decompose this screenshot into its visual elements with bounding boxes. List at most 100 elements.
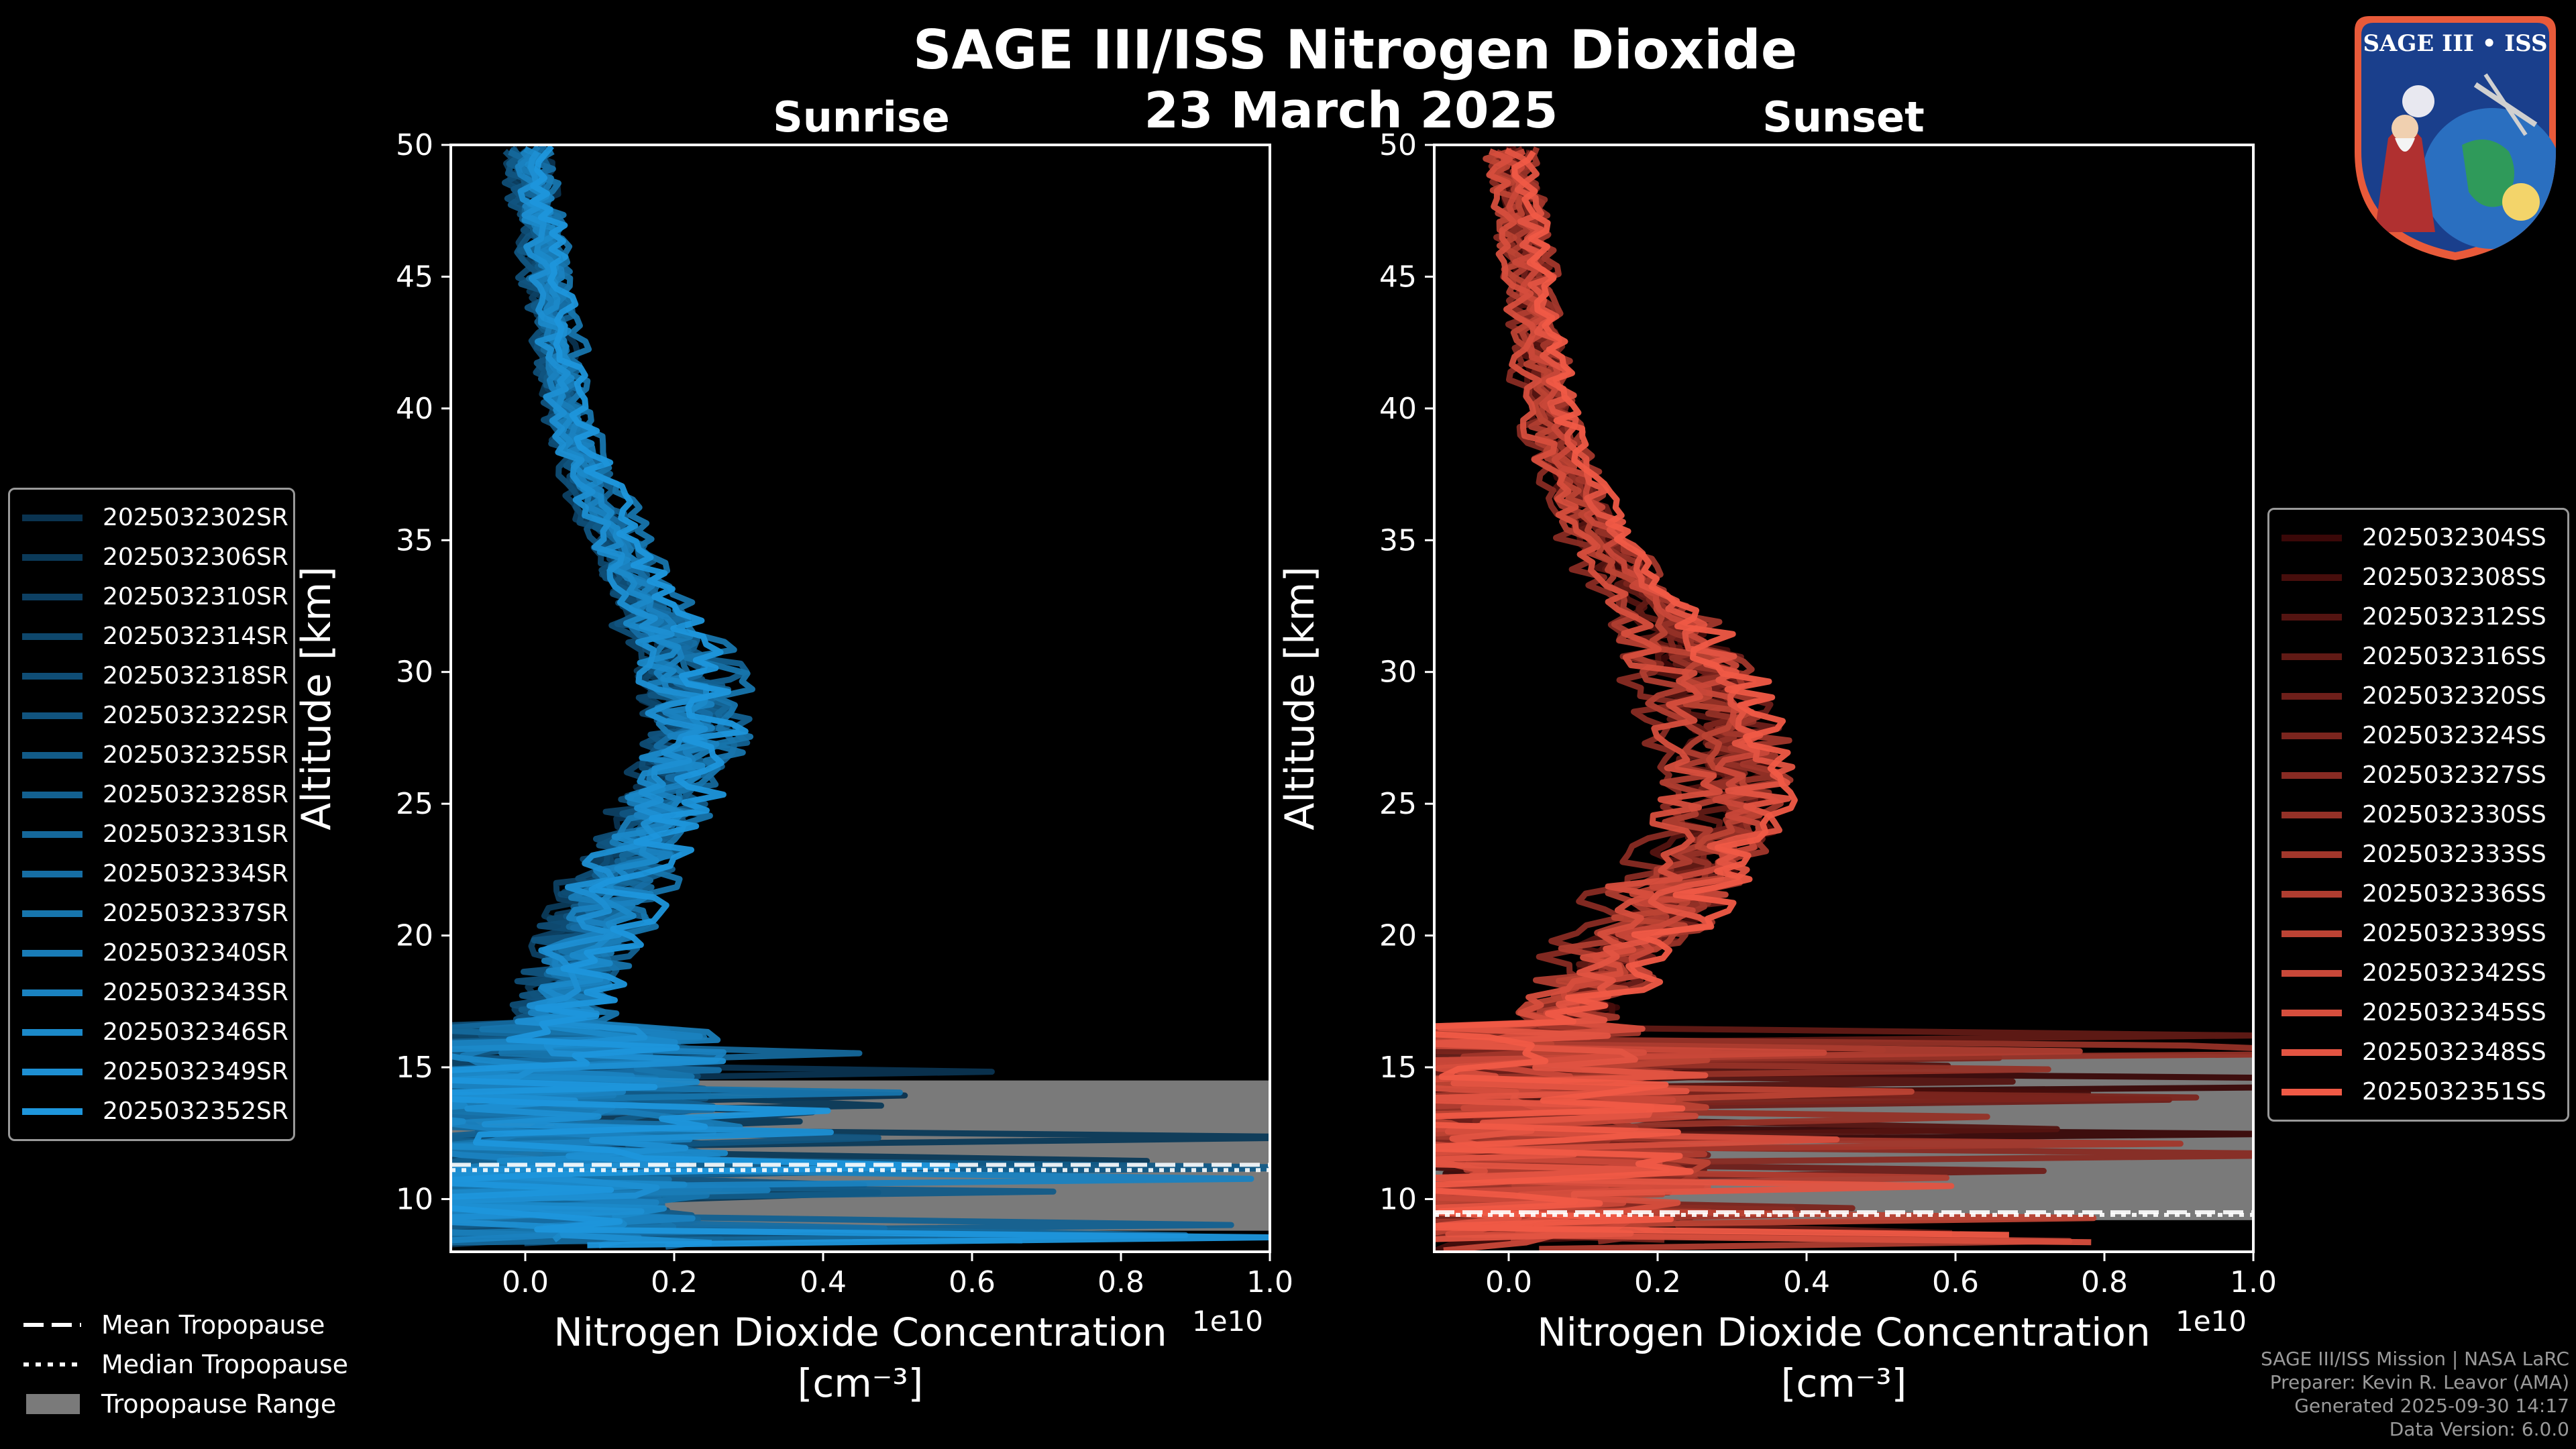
legend-label: 2025032348SS bbox=[2362, 1038, 2546, 1066]
legend-label: 2025032349SR bbox=[103, 1058, 288, 1085]
sunrise-legend-entry: 2025032310SR bbox=[22, 577, 288, 616]
y-axis-label: Altitude [km] bbox=[1277, 566, 1324, 830]
legend-label: 2025032304SS bbox=[2362, 524, 2546, 551]
x-tick-label: 0.8 bbox=[1097, 1265, 1144, 1299]
legend-line-swatch bbox=[22, 712, 83, 719]
legend-label: 2025032340SR bbox=[103, 939, 288, 967]
median-tropopause-entry: Median Tropopause bbox=[23, 1344, 348, 1384]
legend-line-swatch bbox=[22, 1108, 83, 1115]
x-axis-label: Nitrogen Dioxide Concentration bbox=[1537, 1309, 2150, 1355]
profile-2025032337SR bbox=[451, 149, 903, 1236]
y-tick-label: 50 bbox=[1379, 128, 1417, 162]
legend-line-swatch bbox=[2282, 851, 2342, 858]
legend-label: 2025032342SS bbox=[2362, 959, 2546, 987]
y-axis-label: Altitude [km] bbox=[293, 566, 340, 830]
sunset-legend-entry: 2025032304SS bbox=[2282, 518, 2555, 557]
legend-label: 2025032346SR bbox=[103, 1018, 288, 1046]
y-tick-label: 45 bbox=[1379, 260, 1417, 294]
legend-label: 2025032322SR bbox=[103, 702, 288, 729]
y-tick-label: 45 bbox=[396, 260, 433, 294]
y-tick-label: 50 bbox=[396, 128, 433, 162]
legend-line-swatch bbox=[2282, 1088, 2342, 1095]
legend-label: 2025032310SR bbox=[103, 583, 288, 610]
sunset-legend-entry: 2025032351SS bbox=[2282, 1072, 2555, 1112]
sunrise-legend-entry: 2025032306SR bbox=[22, 537, 288, 577]
x-axis-label: Nitrogen Dioxide Concentration bbox=[553, 1309, 1167, 1355]
sunset-legend-entry: 2025032308SS bbox=[2282, 557, 2555, 597]
profile-lines bbox=[451, 145, 1270, 1250]
sunset-legend-entry: 2025032336SS bbox=[2282, 874, 2555, 914]
sunrise-legend-entry: 2025032322SR bbox=[22, 696, 288, 735]
x-tick-label: 0.8 bbox=[2081, 1265, 2128, 1299]
legend-line-swatch bbox=[22, 751, 83, 759]
legend-label: 2025032314SR bbox=[103, 623, 288, 650]
legend-line-swatch bbox=[2282, 1049, 2342, 1056]
sunrise-legend-entry: 2025032343SR bbox=[22, 973, 288, 1012]
gray-box-icon bbox=[23, 1393, 81, 1414]
y-tick-label: 40 bbox=[1379, 392, 1417, 426]
sunrise-panel-title: Sunrise bbox=[773, 93, 950, 142]
panel-sunset: 10 15 20 25 30 35 40 45 50 0.0 0.2 0.4 0.6 0.8 1.0 1e10… bbox=[1277, 128, 2277, 1406]
sunset-legend-entry: 2025032320SS bbox=[2282, 676, 2555, 716]
sunset-legend-entry: 2025032342SS bbox=[2282, 953, 2555, 993]
legend-line-swatch bbox=[22, 633, 83, 640]
sunset-legend-entry: 2025032345SS bbox=[2282, 993, 2555, 1032]
legend-line-swatch bbox=[2282, 890, 2342, 898]
legend-label: 2025032306SR bbox=[103, 543, 288, 571]
legend-label: 2025032325SR bbox=[103, 741, 288, 769]
sunrise-legend-entry: 2025032340SR bbox=[22, 933, 288, 973]
mean-tropopause-label: Mean Tropopause bbox=[101, 1309, 325, 1340]
profile-2025032352SR bbox=[451, 145, 1270, 1248]
y-tick-label: 35 bbox=[1379, 523, 1417, 557]
credit-mission: SAGE III/ISS Mission | NASA LaRC bbox=[2261, 1348, 2569, 1370]
legend-line-swatch bbox=[22, 870, 83, 877]
legend-label: 2025032308SS bbox=[2362, 564, 2546, 591]
y-tick-label: 30 bbox=[396, 655, 433, 690]
sunset-legend-entry: 2025032339SS bbox=[2282, 914, 2555, 953]
legend-label: 2025032337SR bbox=[103, 900, 288, 927]
legend-line-swatch bbox=[2282, 534, 2342, 541]
sunrise-legend-entry: 2025032346SR bbox=[22, 1012, 288, 1052]
y-tick-label: 20 bbox=[396, 919, 433, 953]
y-tick-label: 25 bbox=[1379, 787, 1417, 821]
legend-label: 2025032318SR bbox=[103, 662, 288, 690]
x-tick-label: 1.0 bbox=[2230, 1265, 2277, 1299]
legend-label: 2025032345SS bbox=[2362, 999, 2546, 1026]
profile-2025032345SS bbox=[1434, 148, 2092, 1246]
x-tick-label: 0.2 bbox=[1634, 1265, 1681, 1299]
sunrise-legend-entry: 2025032349SR bbox=[22, 1052, 288, 1091]
legend-label: 2025032328SR bbox=[103, 781, 288, 808]
tropopause-legend: Mean Tropopause Median Tropopause Tropop… bbox=[23, 1305, 348, 1424]
legend-label: 2025032330SS bbox=[2362, 801, 2546, 828]
legend-line-swatch bbox=[22, 593, 83, 600]
legend-label: 2025032312SS bbox=[2362, 603, 2546, 631]
profile-lines bbox=[1434, 145, 2253, 1252]
legend-line-swatch bbox=[22, 514, 83, 521]
legend-line-swatch bbox=[22, 1028, 83, 1036]
dotted-line-icon bbox=[23, 1354, 81, 1375]
plot-frame bbox=[1433, 144, 2255, 1253]
y-tick-label: 15 bbox=[396, 1051, 433, 1085]
legend-label: 2025032343SR bbox=[103, 979, 288, 1006]
legend-line-swatch bbox=[22, 949, 83, 957]
legend-label: 2025032352SR bbox=[103, 1097, 288, 1125]
x-tick-label: 0.0 bbox=[502, 1265, 549, 1299]
plot-frame bbox=[449, 144, 1271, 1253]
sunset-legend-entry: 2025032327SS bbox=[2282, 755, 2555, 795]
sunrise-legend: 2025032302SR 2025032306SR 2025032310SR 2025… bbox=[8, 488, 295, 1141]
sunrise-legend-entry: 2025032318SR bbox=[22, 656, 288, 696]
legend-label: 2025032331SR bbox=[103, 820, 288, 848]
x-tick-label: 0.6 bbox=[949, 1265, 996, 1299]
legend-line-swatch bbox=[2282, 771, 2342, 779]
sunrise-legend-entry: 2025032352SR bbox=[22, 1091, 288, 1131]
profile-2025032351SS bbox=[1434, 150, 2009, 1238]
sunset-legend: 2025032304SS 2025032308SS 2025032312SS 2025… bbox=[2267, 508, 2569, 1122]
legend-label: 2025032324SS bbox=[2362, 722, 2546, 749]
legend-line-swatch bbox=[22, 830, 83, 838]
sunset-legend-list: 2025032304SS 2025032308SS 2025032312SS 2025… bbox=[2282, 518, 2555, 1112]
sunset-legend-entry: 2025032330SS bbox=[2282, 795, 2555, 835]
sunrise-legend-entry: 2025032302SR bbox=[22, 498, 288, 537]
legend-line-swatch bbox=[22, 910, 83, 917]
